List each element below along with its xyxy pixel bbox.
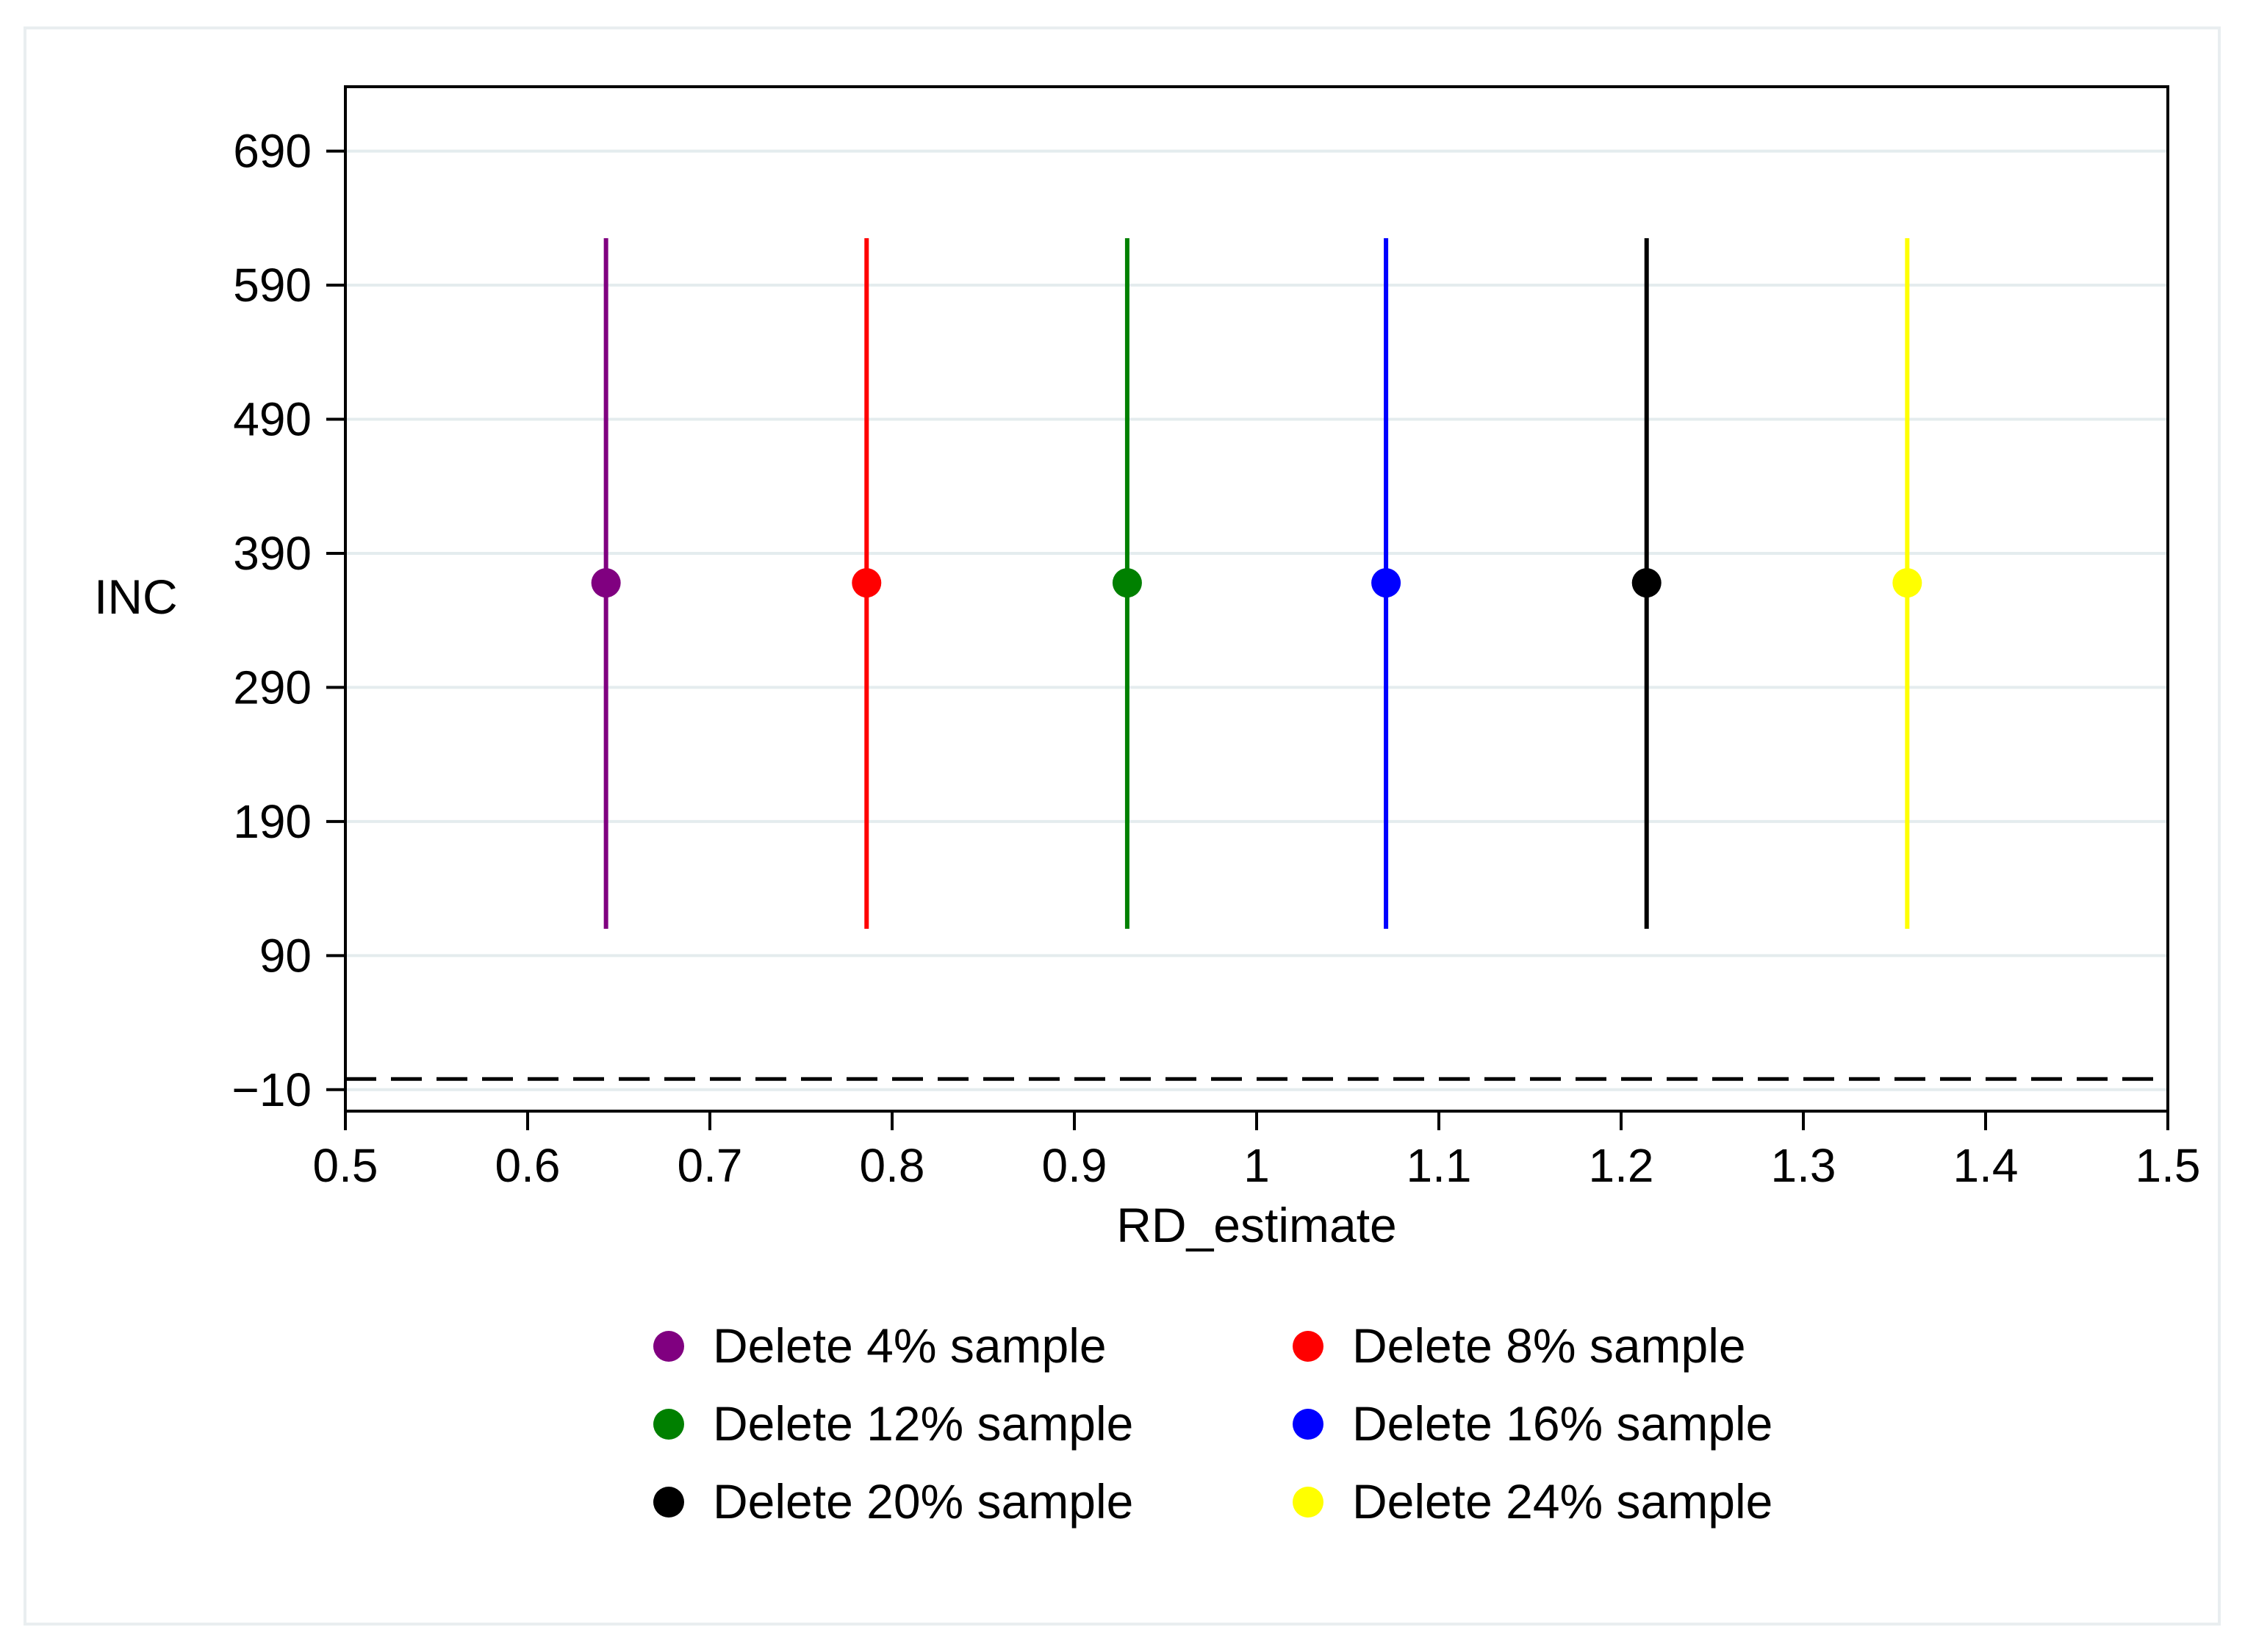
legend-label: Delete 20% sample [713, 1474, 1133, 1529]
x-tick-label: 0.6 [495, 1139, 561, 1192]
y-tick-label: 490 [233, 393, 312, 446]
y-tick-label: 590 [233, 259, 312, 312]
x-tick-label: 1.4 [1953, 1139, 2019, 1192]
series-group [591, 238, 1922, 929]
legend-marker [1293, 1331, 1323, 1362]
legend-item: Delete 16% sample [1293, 1396, 1772, 1451]
x-tick-label: 1 [1243, 1139, 1270, 1192]
data-point [591, 568, 621, 598]
data-point [1112, 568, 1142, 598]
chart-frame [24, 26, 2221, 1626]
data-point [1631, 568, 1662, 598]
y-tick-label: 690 [233, 125, 312, 178]
legend-item: Delete 4% sample [653, 1318, 1107, 1373]
legend-marker [653, 1409, 684, 1440]
x-tick-label: 0.8 [860, 1139, 925, 1192]
legend-marker [1293, 1409, 1323, 1440]
y-tick-label: 190 [233, 795, 312, 848]
y-tick-label: 390 [233, 527, 312, 580]
y-tick-label: 90 [259, 929, 312, 982]
data-point [852, 568, 882, 598]
legend-label: Delete 12% sample [713, 1396, 1133, 1451]
x-tick-label: 0.7 [678, 1139, 743, 1192]
legend-label: Delete 16% sample [1352, 1396, 1772, 1451]
x-tick-label: 1.1 [1407, 1139, 1472, 1192]
legend-label: Delete 4% sample [713, 1318, 1107, 1373]
axes: −10 90 190 290 390 490 590 690 0.5 0.6 0.7 0.8 0.9 1 1… [231, 125, 2200, 1192]
x-tick-label: 1.3 [1771, 1139, 1836, 1192]
series-2 [852, 238, 882, 929]
x-tick-label: 1.5 [2136, 1139, 2201, 1192]
data-point [1892, 568, 1922, 598]
legend: Delete 4% sample Delete 8% sample Delete 1… [653, 1318, 1772, 1529]
data-point [1371, 568, 1401, 598]
legend-item: Delete 20% sample [653, 1474, 1133, 1529]
y-tick-label: 290 [233, 661, 312, 714]
legend-marker [1293, 1487, 1323, 1518]
series-4 [1371, 238, 1401, 929]
legend-item: Delete 8% sample [1293, 1318, 1746, 1373]
legend-label: Delete 24% sample [1352, 1474, 1772, 1529]
series-6 [1892, 238, 1922, 929]
legend-marker [653, 1487, 684, 1518]
series-3 [1112, 238, 1142, 929]
x-tick-label: 1.2 [1589, 1139, 1654, 1192]
grid-lines [345, 149, 2168, 1091]
legend-item: Delete 12% sample [653, 1396, 1133, 1451]
y-tick-label: −10 [231, 1063, 312, 1116]
x-tick-label: 0.9 [1042, 1139, 1107, 1192]
legend-marker [653, 1331, 684, 1362]
y-axis-label: INC [94, 570, 178, 624]
x-axis-label: RD_estimate [1116, 1198, 1396, 1252]
plot-border [344, 85, 2169, 1113]
legend-item: Delete 24% sample [1293, 1474, 1772, 1529]
x-tick-label: 0.5 [313, 1139, 378, 1192]
series-1 [591, 238, 621, 929]
legend-label: Delete 8% sample [1352, 1318, 1746, 1373]
series-5 [1631, 238, 1662, 929]
